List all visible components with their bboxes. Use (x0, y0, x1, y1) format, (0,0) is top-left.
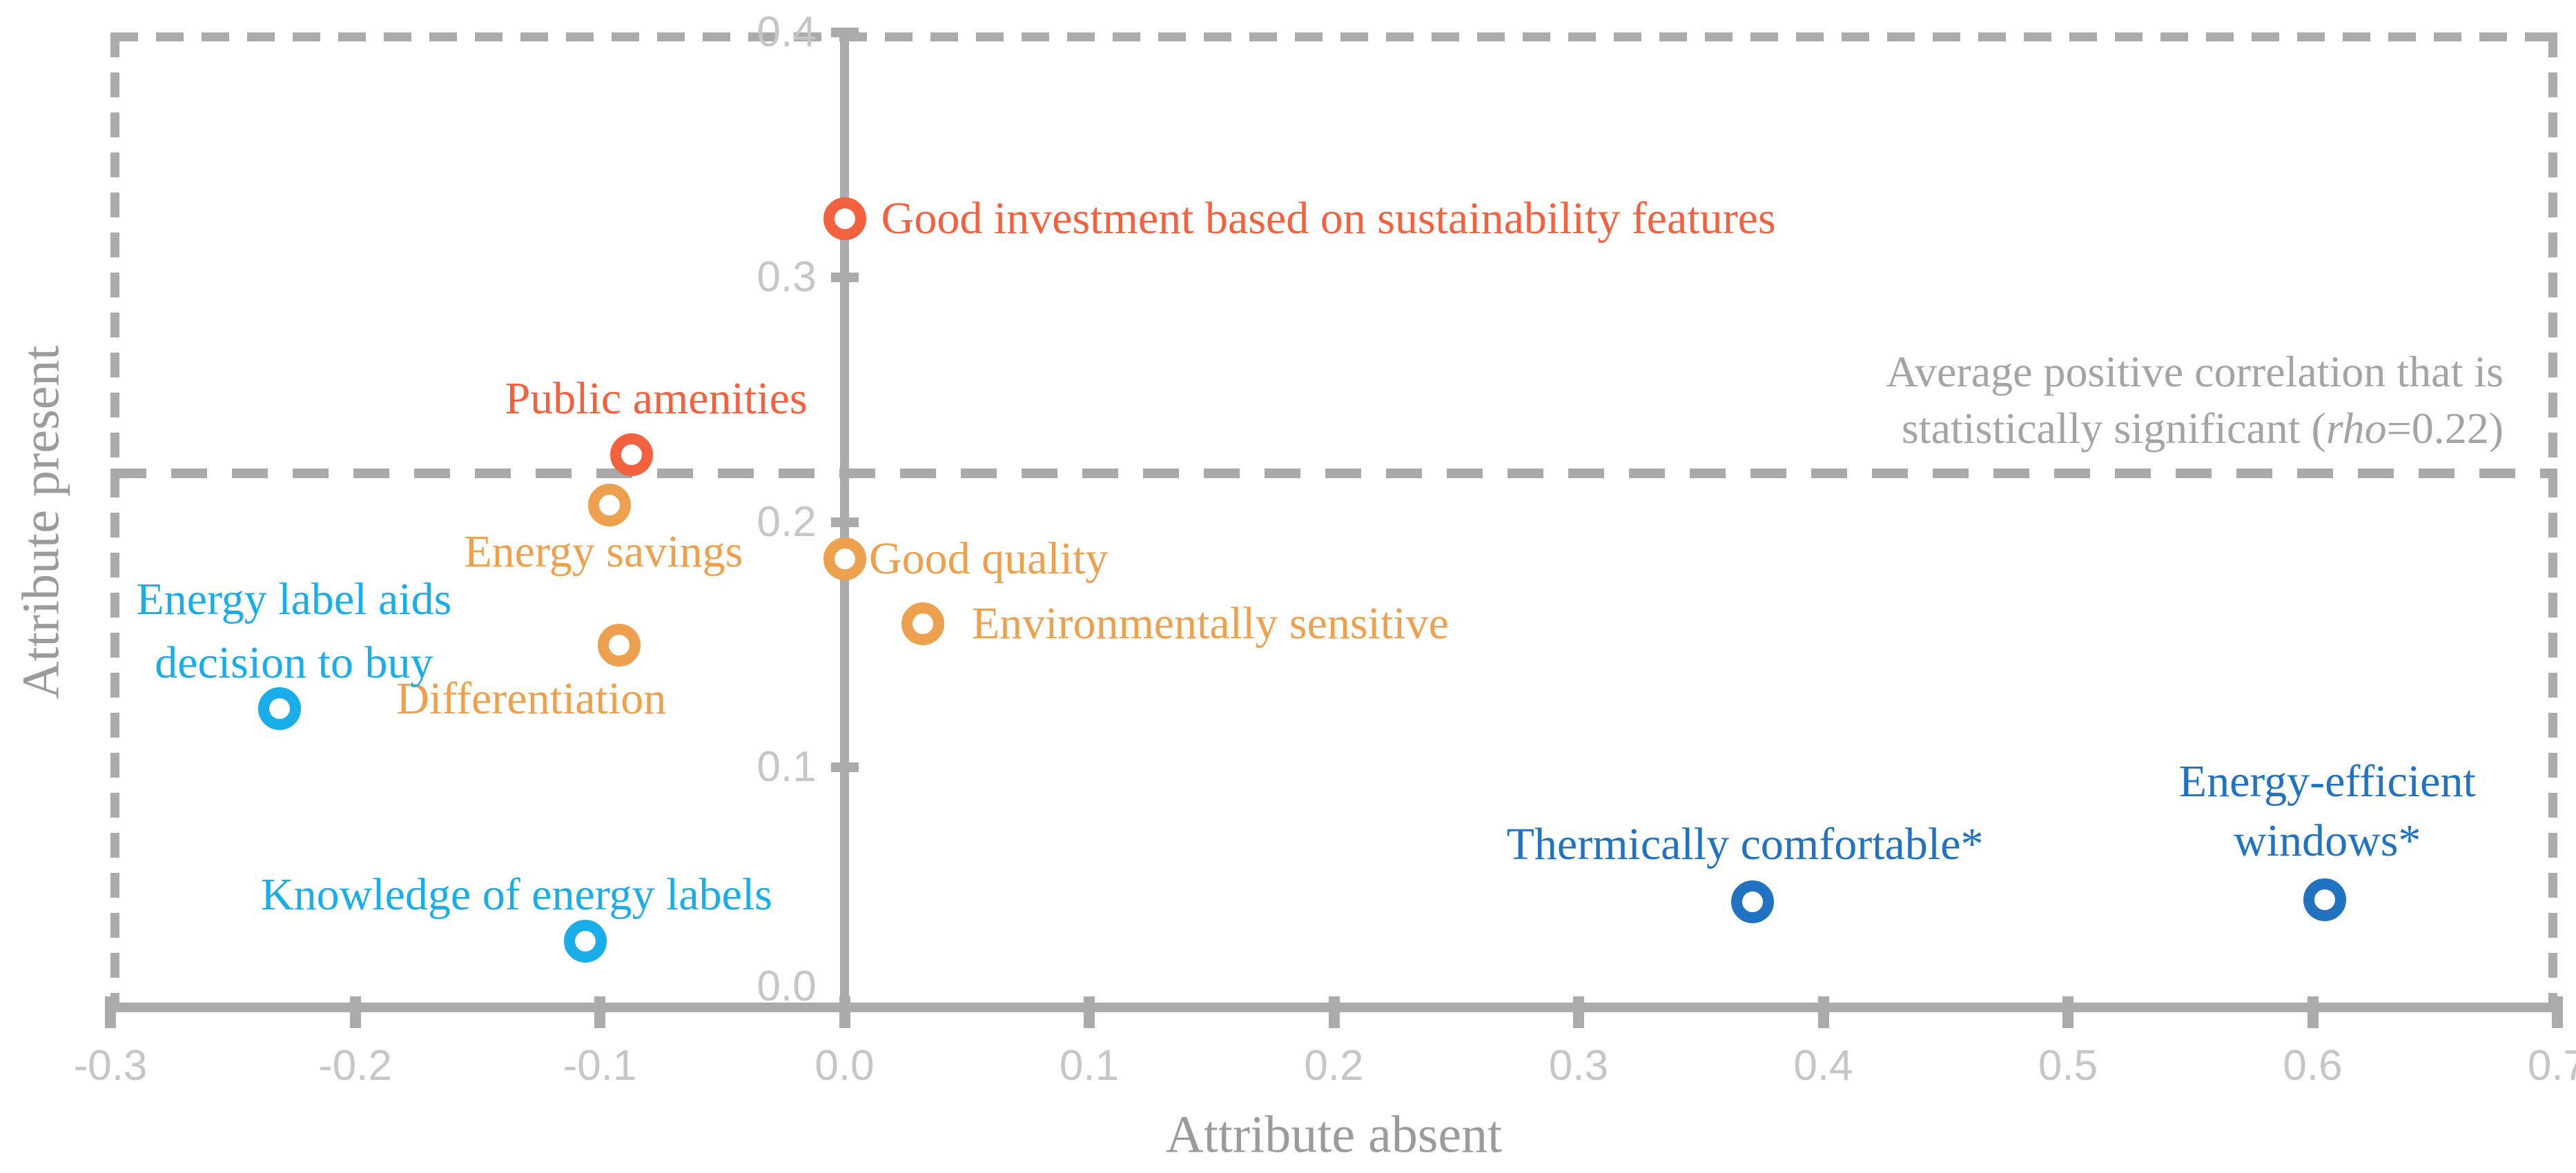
significance-threshold-line (110, 469, 2557, 478)
marker-thermically-comfortable (1730, 880, 1774, 924)
marker-energy-savings (588, 484, 632, 527)
label-differentiation: Differentiation (396, 673, 667, 724)
x-tick (2307, 996, 2319, 1028)
y-axis-title: Attribute present (12, 345, 70, 700)
label-energy-efficient-windows: Energy-efficient (2178, 756, 2476, 807)
y-tick-label: 0.3 (757, 253, 817, 301)
marker-energy-efficient-windows (2303, 878, 2347, 921)
x-tick-label: -0.3 (73, 1042, 148, 1090)
annotation-line-1: Average positive correlation that is (1886, 346, 2504, 396)
y-tick (830, 28, 859, 37)
marker-good-quality (823, 538, 866, 581)
x-tick (839, 996, 850, 1028)
y-tick (830, 762, 859, 772)
label-knowledge-of-energy-labels: Knowledge of energy labels (260, 869, 772, 920)
x-tick (349, 996, 361, 1028)
annotation-significance: Average positive correlation that is sta… (1886, 344, 2504, 457)
x-tick-label: 0.1 (1059, 1042, 1120, 1090)
plot-border-top (110, 32, 2557, 41)
plot-area: Attribute absent Attribute present Avera… (12, 8, 2576, 1164)
x-tick (594, 996, 605, 1028)
label-thermically-comfortable: Thermically comfortable* (1506, 818, 1984, 869)
y-tick-label: 0.4 (757, 8, 817, 56)
plot-border-left (110, 32, 119, 1012)
label-good-quality: Good quality (868, 533, 1109, 584)
label-public-amenities: Public amenities (505, 373, 808, 424)
plot-border-right (2548, 32, 2557, 1012)
y-tick (830, 518, 859, 527)
x-tick-label: 0.6 (2283, 1042, 2343, 1090)
label-energy-label-aids-decision-to-buy: Energy label aids (136, 573, 452, 624)
x-tick (1328, 996, 1340, 1028)
annotation-line-2-pre: statistically significant ( (1901, 403, 2326, 453)
x-tick (1817, 996, 1829, 1028)
marker-environmentally-sensitive (901, 602, 944, 646)
marker-differentiation (598, 623, 641, 667)
y-tick-label: 0.1 (757, 743, 817, 791)
marker-public-amenities (610, 433, 654, 477)
annotation-line-2: statistically significant (rho=0.22) (1886, 400, 2504, 457)
y-tick-label: 0.2 (757, 498, 817, 546)
x-tick-label: 0.3 (1548, 1042, 1609, 1090)
x-tick-label: 0.0 (814, 1042, 875, 1090)
x-tick (2062, 996, 2074, 1028)
y-tick (830, 273, 859, 282)
label-environmentally-sensitive: Environmentally sensitive (971, 598, 1449, 649)
y-tick-label: 0.0 (757, 962, 817, 1010)
marker-good-investment (823, 197, 866, 240)
x-tick-label: -0.2 (318, 1042, 392, 1090)
x-tick-label: 0.2 (1304, 1042, 1364, 1090)
x-tick-label: -0.1 (563, 1042, 637, 1090)
label-energy-efficient-windows: windows* (2234, 815, 2421, 866)
rho-italic: rho (2325, 403, 2387, 453)
x-tick (105, 996, 116, 1028)
x-tick (1573, 996, 1584, 1028)
x-tick (2552, 996, 2563, 1028)
x-axis-title: Attribute absent (1165, 1105, 1503, 1164)
marker-knowledge-of-energy-labels (563, 920, 607, 963)
annotation-line-2-post: =0.22) (2386, 403, 2504, 453)
x-tick-label: 0.5 (2038, 1042, 2098, 1090)
label-energy-label-aids-decision-to-buy: decision to buy (155, 638, 433, 689)
x-tick-label: 0.7 (2527, 1042, 2576, 1090)
x-tick-label: 0.4 (1793, 1042, 1853, 1090)
label-good-investment: Good investment based on sustainability … (881, 193, 1776, 244)
x-tick (1084, 996, 1095, 1028)
marker-energy-label-aids-decision-to-buy (257, 687, 301, 730)
label-energy-savings: Energy savings (464, 526, 743, 577)
